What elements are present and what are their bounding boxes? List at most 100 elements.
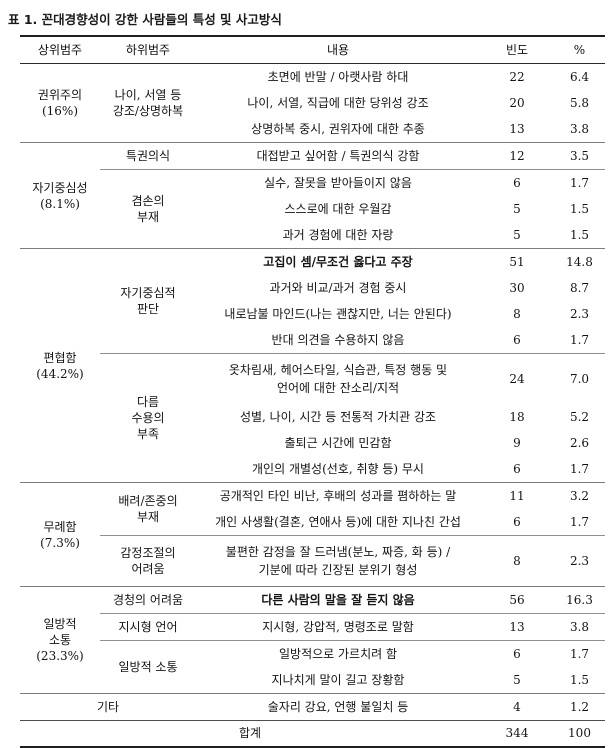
category-share: (8.1%) (40, 196, 80, 211)
content-cell: 출퇴근 시간에 민감함 (284, 436, 392, 450)
percent-cell: 5.2 (569, 410, 590, 424)
subcategory-cell: 일방적 소통 (100, 640, 196, 694)
table-row: 개인의 개별성(선호, 취향 등) 무시 6 1.7 (20, 456, 605, 483)
content-cell: 술자리 강요, 언행 불일치 등 (196, 693, 480, 721)
percent-cell: 3.8 (554, 613, 605, 641)
content-cell: 다른 사람의 말을 잘 듣지 않음 (196, 586, 480, 614)
frequency-cell: 22 (509, 70, 525, 84)
frequency-cell: 5 (513, 228, 521, 242)
percent-cell: 3.5 (554, 142, 605, 170)
category-cell: 자기중심성 (8.1%) (20, 142, 100, 249)
frequency-cell: 5 (513, 673, 521, 687)
total-percent-cell: 100 (554, 720, 605, 747)
table-row: 자기중심성 (8.1%) 특권의식 대접받고 싶어함 / 특권의식 강함 12 … (20, 142, 605, 249)
table-row: 나이, 서열, 직급에 대한 당위성 강조 20 5.8 (20, 90, 605, 116)
frequency-cell: 6 (513, 515, 521, 529)
category-name: 권위주의 (37, 88, 83, 102)
total-row: 합계 344 100 (20, 720, 605, 747)
header-category: 상위범주 (20, 36, 100, 64)
percent-cell: 16.3 (554, 586, 605, 614)
table-row: 개인 사생활(결혼, 연애사 등)에 대한 지나친 간섭 6 1.7 (20, 509, 605, 536)
header-subcategory: 하위범주 (100, 36, 196, 64)
content-cell: 스스로에 대한 우월감 (284, 202, 392, 216)
content-cell: 과거 경험에 대한 자랑 (282, 228, 394, 242)
content-cell: 고집이 셈/무조건 옳다고 주장 (196, 248, 480, 275)
content-cell: 과거와 비교/과거 경험 중시 (269, 281, 407, 295)
percent-cell: 7.0 (554, 353, 605, 404)
content-cell: 내로남불 마인드(나는 괜찮지만, 너는 안된다) (224, 307, 452, 321)
frequency-cell: 4 (480, 693, 554, 721)
frequency-cell: 20 (509, 96, 525, 110)
table-row: 감정조절의 어려움 불편한 감정을 잘 드러냄(분노, 짜증, 화 등) / 기… (20, 535, 605, 587)
frequency-cell: 12 (480, 142, 554, 170)
category-cell: 일방적 소통 (23.3%) (20, 586, 100, 694)
content-cell: 상명하복 중시, 권위자에 대한 추종 (251, 122, 425, 136)
table-row: 일방적 소통 일방적으로 가르치려 함 6 1.7 (20, 640, 605, 694)
subcategory-cell: 자기중심적 판단 (100, 248, 196, 354)
total-label-cell: 합계 (20, 720, 480, 747)
percent-cell: 3.8 (569, 122, 590, 136)
subcategory-cell: 나이, 서열 등 강조/상명하복 (112, 88, 184, 118)
subcategory-cell: 감정조절의 어려움 (100, 535, 196, 587)
table-row: 권위주의 (16%) 나이, 서열 등 강조/상명하복 초면에 반말 / 아랫사… (20, 64, 605, 118)
table-row: 과거와 비교/과거 경험 중시 30 8.7 (20, 275, 605, 301)
content-cell: 공개적인 타인 비난, 후배의 성과를 폄하하는 말 (196, 482, 480, 509)
header-content: 내용 (196, 36, 480, 64)
percent-cell: 2.6 (569, 436, 590, 450)
content-cell: 지나치게 말이 길고 장황함 (271, 673, 405, 687)
frequency-cell: 6 (513, 462, 521, 476)
category-name: 무례함 (43, 519, 77, 534)
table-row: 겸손의 부재 실수, 잘못을 받아들이지 않음 6 1.7 (20, 169, 605, 249)
content-cell: 개인 사생활(결혼, 연애사 등)에 대한 지나친 간섭 (215, 515, 461, 529)
content-cell: 나이, 서열, 직급에 대한 당위성 강조 (247, 96, 429, 110)
table-row: 일방적 소통 (23.3%) 경청의 어려움 다른 사람의 말을 잘 듣지 않음… (20, 586, 605, 694)
table-row: 상명하복 중시, 권위자에 대한 추종 13 3.8 (20, 116, 605, 143)
frequency-cell: 6 (513, 333, 521, 347)
frequency-cell: 5 (513, 202, 521, 216)
subcategory-cell: 경청의 어려움 (100, 586, 196, 614)
table-row: 내로남불 마인드(나는 괜찮지만, 너는 안된다) 8 2.3 (20, 301, 605, 327)
frequency-cell: 8 (513, 307, 521, 321)
table-row: 성별, 나이, 시간 등 전통적 가치관 강조 18 5.2 (20, 404, 605, 430)
frequency-cell: 51 (480, 248, 554, 275)
content-cell: 지시형, 강압적, 명령조로 말함 (196, 613, 480, 641)
category-name: 편협함 (43, 350, 77, 365)
percent-cell: 1.7 (569, 515, 590, 529)
frequency-cell: 8 (480, 535, 554, 587)
category-name: 일방적 소통 (43, 617, 77, 647)
table-row: 무례함 (7.3%) 배려/존중의 부재 공개적인 타인 비난, 후배의 성과를… (20, 482, 605, 587)
table-row: 편협함 (44.2%) 자기중심적 판단 고집이 셈/무조건 옳다고 주장 51… (20, 248, 605, 483)
content-cell: 일방적으로 가르치려 함 (196, 640, 480, 667)
total-frequency-cell: 344 (480, 720, 554, 747)
percent-cell: 3.2 (554, 482, 605, 509)
percent-cell: 1.5 (569, 202, 590, 216)
content-cell: 대접받고 싶어함 / 특권의식 강함 (196, 142, 480, 170)
subcategory-cell: 지시형 언어 (100, 613, 196, 641)
percent-cell: 2.3 (554, 535, 605, 587)
table-row: 지나치게 말이 길고 장황함 5 1.5 (20, 667, 605, 694)
percent-cell: 2.3 (569, 307, 590, 321)
percent-cell: 1.7 (554, 640, 605, 667)
percent-cell: 1.2 (554, 693, 605, 721)
category-cell: 무례함 (7.3%) (20, 482, 100, 587)
category-name: 자기중심성 (32, 180, 88, 195)
table-row: 스스로에 대한 우월감 5 1.5 (20, 196, 605, 222)
content-cell: 초면에 반말 / 아랫사람 하대 (267, 70, 409, 84)
content-cell: 성별, 나이, 시간 등 전통적 가치관 강조 (239, 410, 437, 424)
table-row: 출퇴근 시간에 민감함 9 2.6 (20, 430, 605, 456)
table-row: 반대 의견을 수용하지 않음 6 1.7 (20, 327, 605, 354)
frequency-cell: 11 (480, 482, 554, 509)
subcategory-cell: 배려/존중의 부재 (100, 482, 196, 536)
header-row: 상위범주 하위범주 내용 빈도 % (20, 36, 605, 64)
table-row: 기타 술자리 강요, 언행 불일치 등 4 1.2 (20, 693, 605, 721)
table-row: 지시형 언어 지시형, 강압적, 명령조로 말함 13 3.8 (20, 613, 605, 641)
content-cell: 옷차림새, 헤어스타일, 식습관, 특정 행동 및 언어에 대한 잔소리/지적 (196, 353, 480, 404)
subcategory-cell: 다름 수용의 부족 (100, 353, 196, 483)
frequency-cell: 30 (509, 281, 525, 295)
percent-cell: 1.5 (569, 673, 590, 687)
header-frequency: 빈도 (480, 36, 554, 64)
header-percent: % (554, 36, 605, 64)
category-share: (23.3%) (36, 649, 84, 663)
percent-cell: 6.4 (569, 70, 590, 84)
percent-cell: 1.7 (569, 333, 590, 347)
